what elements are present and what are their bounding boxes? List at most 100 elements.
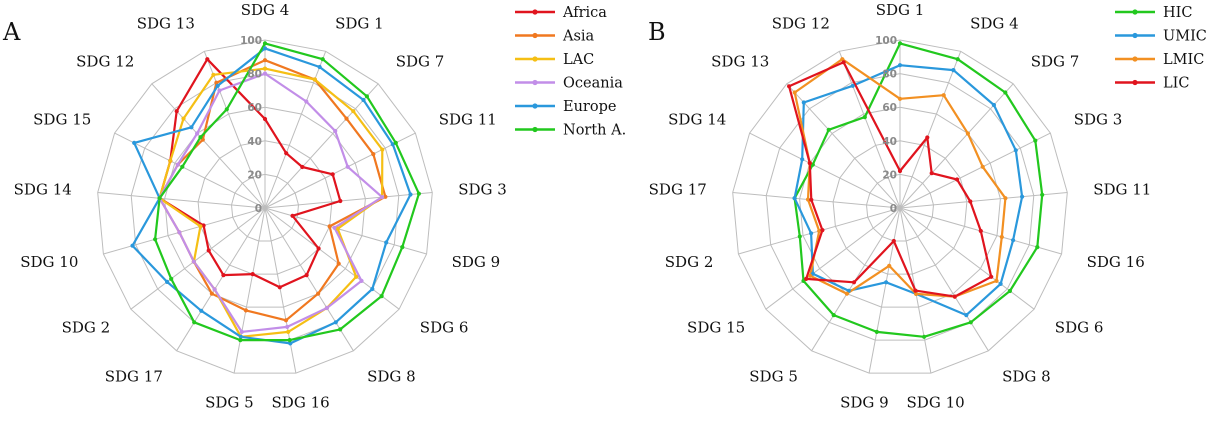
tick-label: 100 [240,35,262,47]
legend-label: Europe [563,99,616,115]
axis-label: SDG 1 [335,14,384,32]
data-point [354,274,359,279]
data-point [393,140,398,145]
data-point [792,90,797,95]
data-point [1035,245,1040,250]
data-point [304,99,309,104]
series-line [158,67,384,338]
axis-label: SDG 11 [1093,181,1151,199]
axis-label: SDG 14 [14,181,72,199]
data-point [239,329,244,334]
data-point [1003,90,1008,95]
data-point [199,308,204,313]
spoke-line [233,207,266,374]
spoke-line [786,83,901,209]
data-point [175,162,180,167]
axis-label: SDG 5 [749,367,798,385]
axis-label: SDG 10 [20,253,78,271]
axis-label: SDG 7 [396,53,445,71]
data-point [831,313,836,318]
series-line [158,72,384,333]
data-point [201,223,206,228]
series-line [787,61,993,298]
data-point [287,338,292,343]
data-point [925,135,930,140]
data-point [922,334,927,339]
axis-label: SDG 11 [439,111,497,129]
data-point [887,263,892,268]
data-point [157,196,162,201]
data-point [951,68,956,73]
spoke-line [899,132,1051,209]
axis-label: SDG 10 [907,394,965,412]
spoke-line [899,51,962,209]
axis-label: SDG 15 [33,111,91,129]
axis-label: SDG 7 [1031,53,1080,71]
data-point [379,294,384,299]
data-point [991,102,997,108]
axis-label: SDG 4 [970,14,1019,32]
data-point [165,279,170,284]
data-point [884,280,889,285]
axis-label: SDG 2 [62,318,111,336]
data-point [370,286,375,292]
data-point [262,41,268,46]
data-point [205,57,210,62]
spoke-line [868,207,901,374]
spoke-line [264,51,327,209]
data-point [181,116,186,121]
data-point [998,281,1003,286]
axis-label: SDG 4 [241,1,290,19]
spoke-line [264,192,433,209]
series-line [158,59,387,322]
data-point [206,248,211,253]
axis-label: SDG 6 [1055,318,1104,336]
data-point [384,240,389,245]
data-point [383,194,388,199]
spoke-line [264,132,416,209]
data-point [804,276,809,281]
data-point [807,161,812,166]
data-point [820,228,825,233]
spoke-line [749,132,901,209]
spoke-line [899,207,1035,310]
axis-label: SDG 8 [367,367,416,385]
data-point [980,164,985,169]
data-point [174,109,179,114]
data-point [333,320,338,325]
data-point [283,318,289,323]
legend-label: Oceania [563,76,623,92]
data-point [891,238,896,244]
spoke-line [899,83,1014,209]
axis-label: SDG 12 [772,14,830,32]
data-point [192,320,197,325]
data-point [965,131,971,136]
data-point [333,128,338,134]
data-point [320,57,325,62]
legend-label: Africa [562,5,607,21]
panel-letter: B [648,18,666,46]
data-point [380,147,385,152]
legend-label: LAC [563,52,594,68]
spoke-line [103,207,266,255]
data-point [168,158,173,163]
series-line [158,58,342,289]
data-point [312,77,317,82]
data-point [212,287,217,292]
series-line [131,47,412,345]
data-point [262,58,268,63]
spoke-line [97,192,266,209]
data-point [285,324,290,329]
data-point [805,197,811,202]
axis-label: SDG 15 [687,318,745,336]
data-point [800,157,805,162]
data-point [874,329,879,334]
axis-label: SDG 1 [876,1,925,19]
data-point [361,97,366,103]
data-point [1033,138,1038,143]
axis-label: SDG 16 [1087,253,1145,271]
legend-marker [1132,79,1138,86]
legend-label: UMIC [1163,29,1207,45]
data-point [952,294,957,299]
data-point [897,63,903,68]
